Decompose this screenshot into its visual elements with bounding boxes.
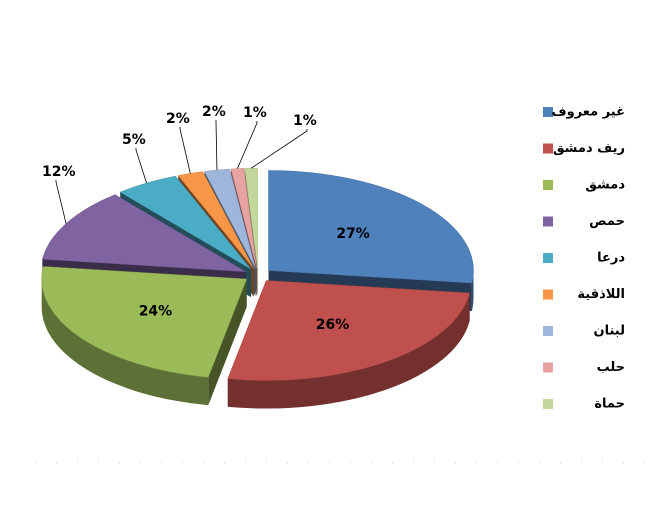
leader-line — [237, 121, 258, 169]
legend-label: حمص — [589, 214, 625, 229]
legend-swatch — [543, 216, 553, 227]
leader-line — [55, 180, 67, 224]
data-label: 26% — [316, 317, 350, 333]
slice-wall — [471, 270, 474, 312]
legend-swatch — [543, 362, 553, 373]
data-label: 27% — [336, 226, 370, 242]
legend-label: درعا — [597, 251, 625, 266]
data-label: 1% — [243, 105, 267, 121]
data-label: 2% — [166, 111, 190, 127]
legend-label: دمشق — [585, 178, 625, 193]
legend-label: غير معروف — [552, 105, 625, 120]
leader-line — [215, 120, 218, 171]
slice — [230, 168, 257, 269]
legend-swatch — [543, 326, 553, 336]
legend-label: ريف دمشق — [553, 141, 625, 156]
legend-label: لبنان — [594, 324, 625, 339]
data-label: 12% — [42, 164, 76, 180]
slice-side — [208, 279, 247, 406]
legend-label: حلب — [597, 360, 625, 375]
data-label: 24% — [139, 303, 173, 319]
leader-line — [135, 148, 147, 184]
slice — [268, 170, 474, 284]
slice — [244, 167, 258, 269]
legend-swatch — [543, 180, 553, 190]
slice-wall — [227, 293, 470, 409]
leader-line — [250, 129, 308, 169]
slice — [42, 194, 246, 272]
legend-swatch — [543, 289, 553, 300]
legend-swatch — [543, 253, 553, 263]
slice — [41, 266, 248, 378]
legend-swatch — [543, 143, 553, 154]
data-label: 1% — [293, 113, 317, 129]
legend-label: حماة — [594, 397, 625, 412]
legend-swatch — [543, 107, 553, 117]
leader-line — [179, 127, 191, 174]
data-label: 5% — [122, 132, 146, 148]
legend-label: اللاذقية — [577, 287, 625, 302]
slice — [227, 280, 470, 381]
legend-swatch — [543, 399, 553, 409]
slice-wall — [41, 279, 209, 406]
data-label: 2% — [202, 104, 226, 120]
